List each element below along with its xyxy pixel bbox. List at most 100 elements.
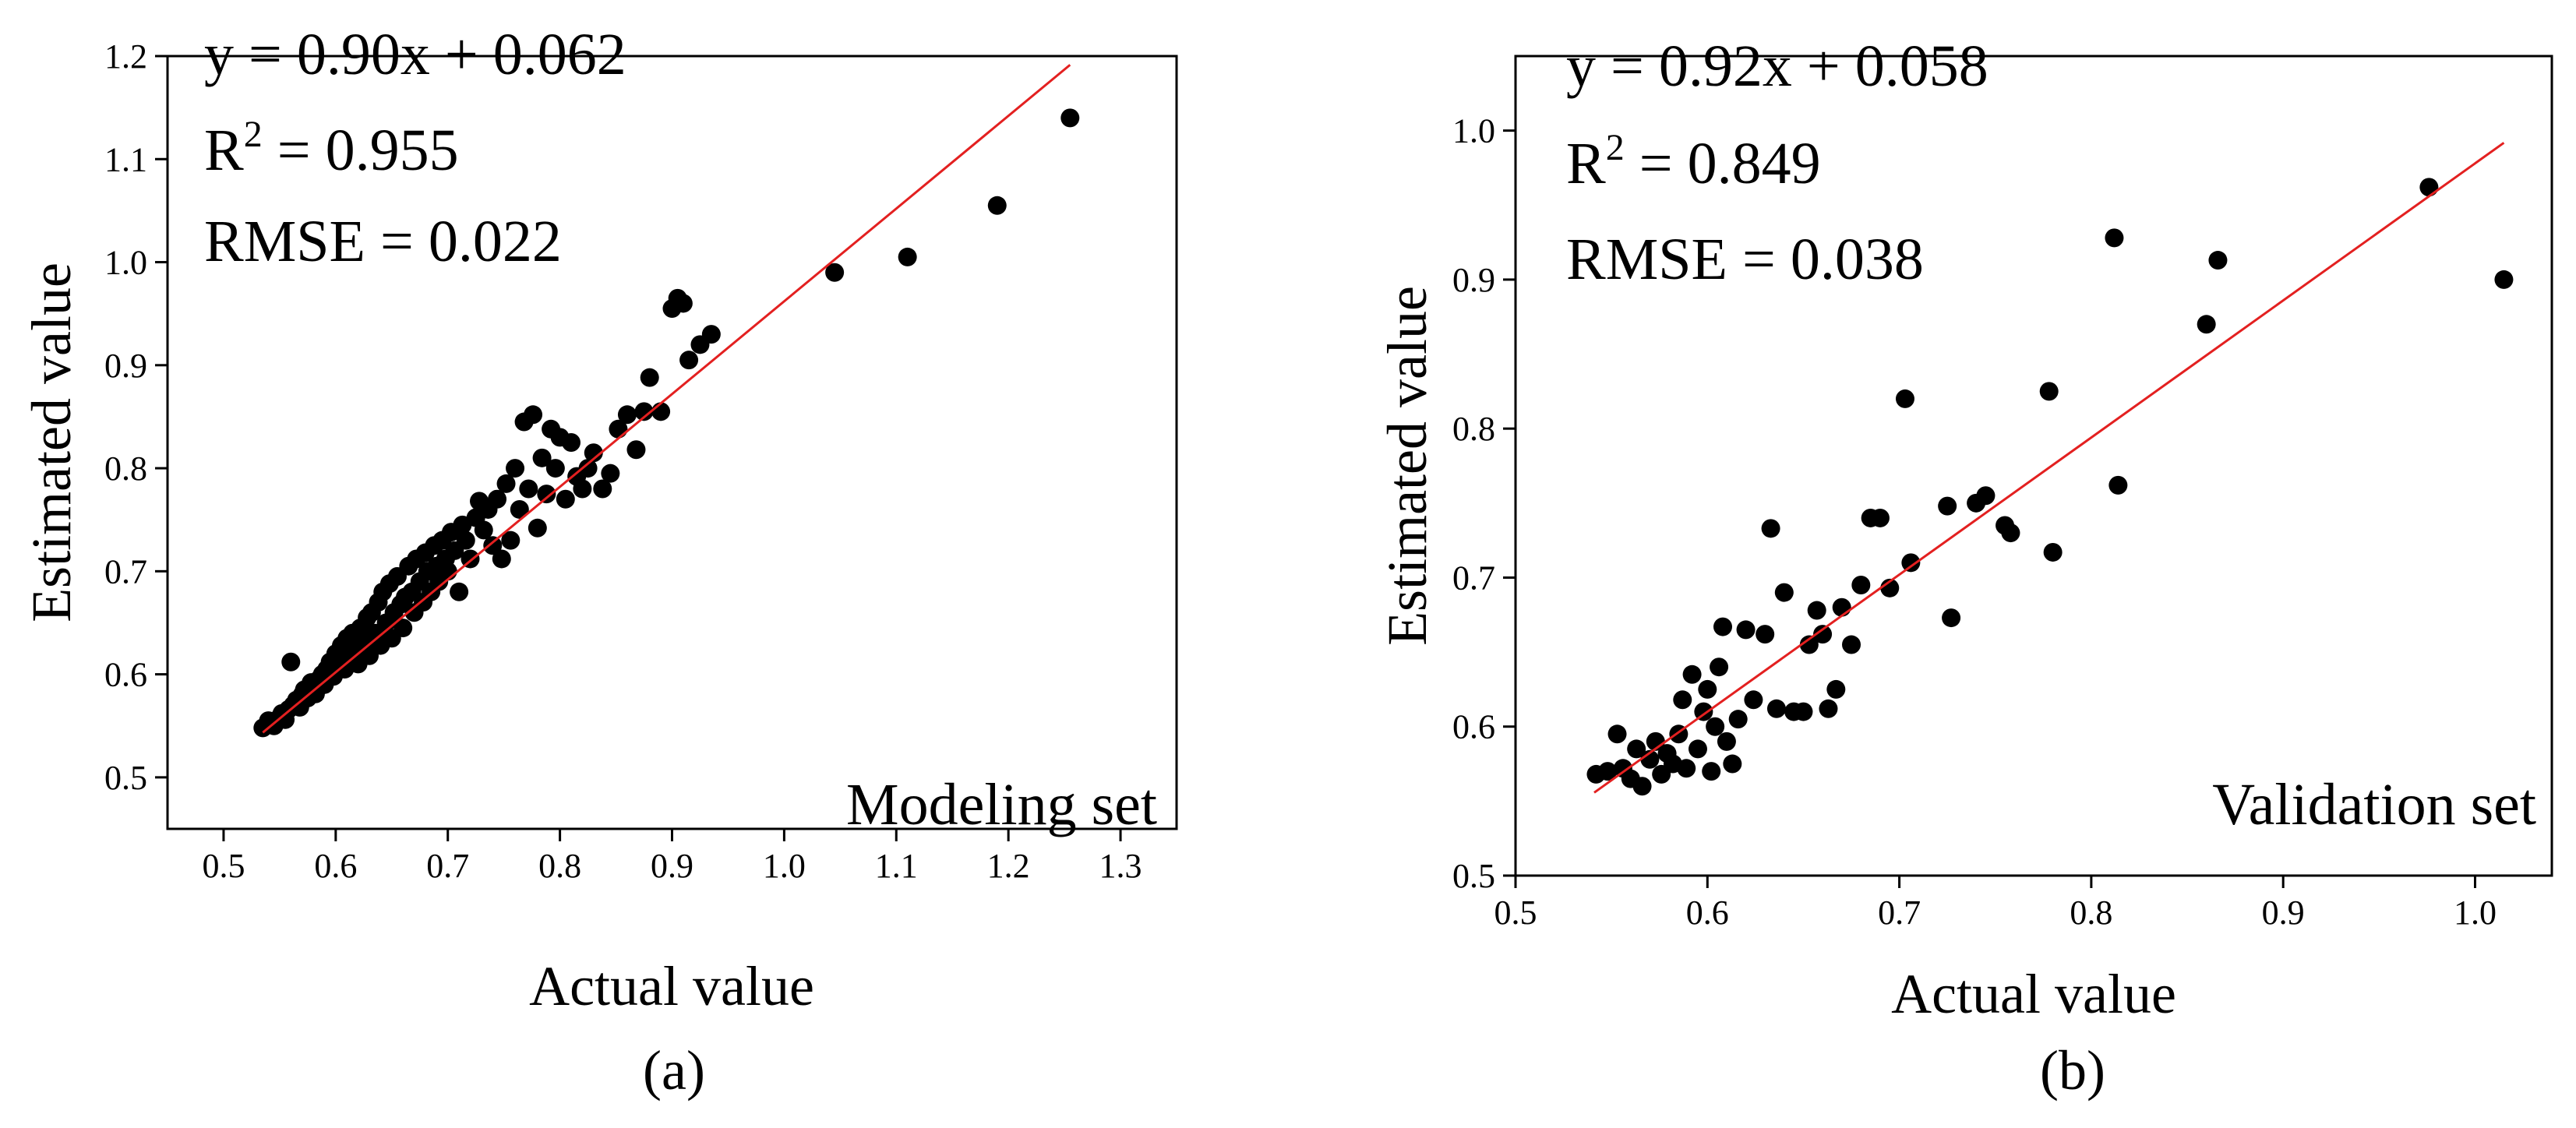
r2-label: R2 = 0.849 — [1566, 127, 1821, 196]
data-point — [438, 562, 457, 581]
y-tick-label: 0.9 — [104, 347, 147, 385]
data-point — [2001, 523, 2020, 543]
regression-line — [1593, 142, 2505, 794]
data-point — [537, 485, 556, 504]
panel-label: (b) — [2040, 1039, 2105, 1102]
data-point — [573, 479, 592, 499]
x-tick-label: 0.8 — [538, 847, 581, 885]
data-point — [1744, 690, 1763, 710]
x-tick-label: 0.9 — [651, 847, 693, 885]
equation-label: y = 0.90x + 0.062 — [204, 22, 626, 87]
data-point — [1851, 576, 1871, 595]
y-tick-label: 1.0 — [104, 244, 147, 282]
data-point — [1813, 625, 1833, 644]
y-tick-label: 0.6 — [1452, 708, 1495, 746]
data-point — [673, 294, 693, 313]
data-point — [2108, 475, 2128, 495]
panel-modeling: 0.5 0.6 0.7 0.8 0.9 1.0 1.1 1.2 1.3 0.5 0.6 0.7 0.8… — [20, 22, 1178, 1102]
data-point — [545, 459, 565, 478]
x-ticks: 0.5 0.6 0.7 0.8 0.9 1.0 1.1 1.2 1.3 — [202, 829, 1142, 885]
x-tick-label: 0.9 — [2262, 894, 2305, 932]
y-axis-title: Estimated value — [20, 263, 83, 622]
data-point — [1736, 620, 1756, 640]
x-tick-label: 0.8 — [2070, 894, 2112, 932]
data-point — [556, 489, 575, 509]
x-axis-title: Actual value — [1891, 963, 2176, 1025]
data-point — [1895, 389, 1914, 408]
x-tick-label: 1.3 — [1099, 847, 1142, 885]
y-tick-label: 0.9 — [1452, 261, 1495, 299]
data-point — [2039, 382, 2059, 401]
y-tick-label: 0.5 — [1452, 857, 1495, 895]
data-point — [1938, 496, 1957, 516]
data-point — [1832, 597, 1851, 617]
rmse-label: RMSE = 0.038 — [1566, 227, 1924, 292]
data-point — [510, 499, 529, 519]
r2-label: R2 = 0.955 — [204, 114, 459, 183]
data-point — [492, 549, 511, 569]
data-point — [1880, 578, 1900, 597]
x-tick-label: 0.7 — [1878, 894, 1921, 932]
data-point — [1698, 679, 1717, 699]
data-point — [1799, 635, 1819, 654]
data-point — [1677, 759, 1696, 778]
data-point — [634, 402, 654, 421]
data-point — [1870, 508, 1890, 527]
data-point — [1819, 699, 1838, 718]
data-point — [1842, 635, 1861, 654]
y-tick-label: 0.8 — [104, 449, 147, 488]
x-tick-label: 1.0 — [763, 847, 806, 885]
data-point — [1794, 702, 1813, 721]
data-point — [1942, 608, 1961, 628]
set-label: Modeling set — [846, 772, 1157, 837]
data-point — [1728, 710, 1748, 729]
y-ticks: 0.5 0.6 0.7 0.8 0.9 1.0 — [1452, 112, 1516, 895]
x-tick-label: 0.6 — [1686, 894, 1729, 932]
y-tick-label: 0.7 — [1452, 559, 1495, 597]
data-point — [640, 368, 659, 387]
set-label: Validation set — [2212, 772, 2536, 837]
data-point — [524, 405, 543, 425]
data-point — [532, 448, 552, 467]
y-ticks: 0.5 0.6 0.7 0.8 0.9 1.0 1.1 1.2 — [104, 37, 168, 797]
data-point — [519, 479, 538, 499]
data-point — [496, 474, 516, 493]
y-tick-label: 0.5 — [104, 759, 147, 797]
x-tick-label: 1.1 — [875, 847, 918, 885]
data-point — [393, 619, 413, 638]
data-point — [593, 479, 612, 499]
data-point — [1761, 519, 1780, 538]
data-point — [1976, 486, 1996, 506]
data-point — [1702, 762, 1721, 781]
data-point — [1723, 754, 1742, 774]
data-point — [1756, 625, 1775, 644]
panel-label: (a) — [643, 1039, 705, 1102]
y-tick-label: 0.8 — [1452, 410, 1495, 448]
data-point — [898, 247, 917, 266]
data-point — [584, 443, 603, 463]
panel-validation: 0.5 0.6 0.7 0.8 0.9 1.0 0.5 0.6 0.7 0.8 0.9 1.0 y … — [1376, 33, 2553, 1102]
equation-label: y = 0.92x + 0.058 — [1566, 33, 1988, 99]
rmse-label: RMSE = 0.022 — [204, 209, 562, 274]
data-point — [2105, 228, 2124, 248]
data-point — [1807, 601, 1826, 620]
data-point — [506, 459, 525, 478]
scatter-points — [253, 108, 1080, 738]
data-point — [1717, 731, 1736, 751]
data-point — [2208, 251, 2228, 270]
data-point — [450, 582, 469, 601]
x-tick-label: 0.7 — [426, 847, 469, 885]
x-tick-label: 0.6 — [314, 847, 357, 885]
data-point — [483, 536, 503, 555]
data-point — [501, 531, 520, 550]
data-point — [2494, 270, 2514, 289]
data-point — [281, 652, 301, 672]
data-point — [1640, 749, 1660, 769]
regression-line — [262, 64, 1071, 734]
data-point — [528, 518, 547, 538]
y-tick-label: 1.0 — [1452, 112, 1495, 150]
x-tick-label: 0.5 — [202, 847, 245, 885]
data-point — [825, 263, 845, 282]
x-tick-label: 1.0 — [2454, 894, 2497, 932]
data-point — [1710, 657, 1729, 677]
